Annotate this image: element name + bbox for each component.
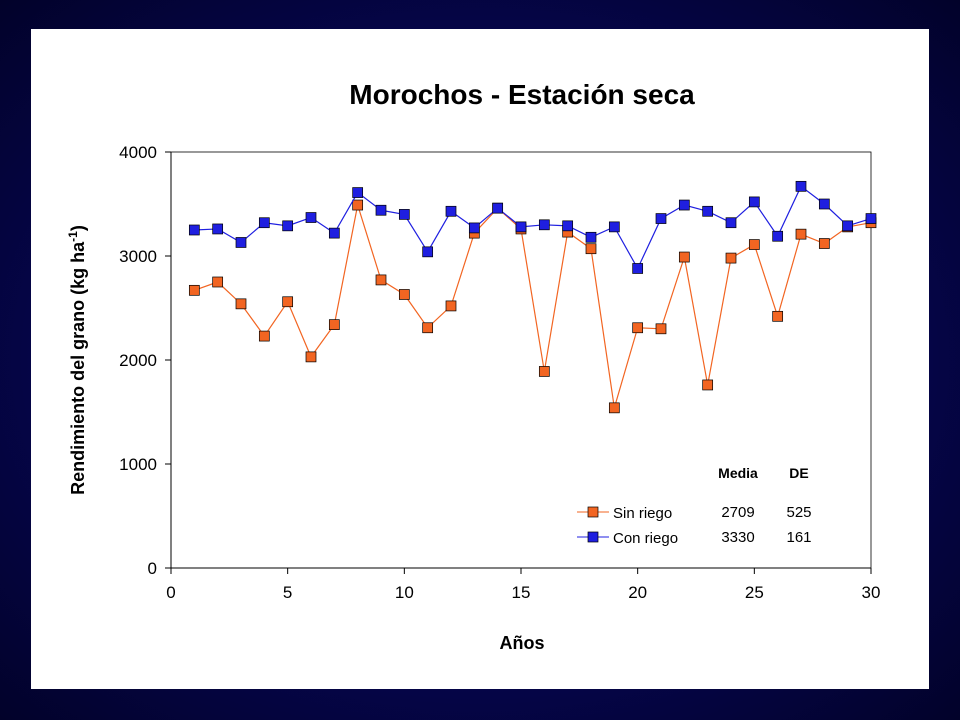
- y-axis-title-suffix: ): [68, 225, 88, 231]
- data-point-con-riego: [328, 227, 340, 239]
- data-point-sin-riego: [655, 323, 667, 335]
- series-line-sin-riego: [194, 204, 872, 409]
- plot-area: [170, 151, 872, 569]
- data-point-sin-riego: [795, 228, 807, 240]
- legend-header-media: Media: [718, 465, 758, 481]
- data-point-con-riego: [212, 223, 224, 235]
- data-point-con-riego: [842, 220, 854, 232]
- y-tick-label: 1000: [119, 455, 157, 474]
- y-axis-title: Rendimiento del grano (kg ha-1): [66, 225, 88, 495]
- legend-marker-sin-riego: [587, 506, 599, 518]
- x-tick-label: 15: [512, 583, 531, 602]
- data-point-con-riego: [585, 231, 597, 243]
- data-point-con-riego: [258, 217, 270, 229]
- data-point-con-riego: [538, 219, 550, 231]
- data-point-sin-riego: [375, 274, 387, 286]
- data-point-con-riego: [678, 199, 690, 211]
- x-axis-title: Años: [500, 633, 545, 653]
- y-ticks: 0 1000 2000 3000 4000: [119, 143, 171, 578]
- data-point-sin-riego: [772, 310, 784, 322]
- data-point-con-riego: [702, 205, 714, 217]
- data-point-sin-riego: [702, 379, 714, 391]
- chart-title: Morochos - Estación seca: [349, 79, 695, 110]
- chart: Morochos - Estación seca 0 1000 2000 3000 40…: [66, 79, 880, 653]
- legend: Media DE Sin riego 2709 525 Con riego 33…: [577, 465, 812, 547]
- y-tick-label: 2000: [119, 351, 157, 370]
- legend-label-con-riego: Con riego: [613, 530, 678, 547]
- data-point-con-riego: [422, 246, 434, 258]
- legend-de-sin-riego: 525: [786, 504, 811, 521]
- data-point-con-riego: [795, 180, 807, 192]
- legend-label-sin-riego: Sin riego: [613, 505, 672, 522]
- data-point-con-riego: [375, 204, 387, 216]
- data-point-sin-riego: [352, 199, 364, 211]
- data-point-con-riego: [492, 202, 504, 214]
- y-tick-label: 0: [148, 559, 157, 578]
- series-layer: [188, 180, 877, 414]
- x-tick-label: 30: [862, 583, 881, 602]
- data-point-sin-riego: [445, 300, 457, 312]
- data-point-sin-riego: [725, 252, 737, 264]
- y-tick-label: 3000: [119, 247, 157, 266]
- data-point-con-riego: [188, 224, 200, 236]
- x-tick-label: 0: [166, 583, 175, 602]
- x-tick-label: 5: [283, 583, 292, 602]
- data-point-con-riego: [748, 196, 760, 208]
- data-point-con-riego: [562, 220, 574, 232]
- data-point-sin-riego: [282, 296, 294, 308]
- data-point-con-riego: [468, 222, 480, 234]
- series-sin-riego: [188, 199, 877, 414]
- x-ticks: 0 5 10 15 20 25 30: [166, 568, 880, 602]
- x-tick-label: 10: [395, 583, 414, 602]
- legend-marker-con-riego: [587, 531, 599, 543]
- data-point-con-riego: [352, 187, 364, 198]
- data-point-con-riego: [305, 212, 317, 223]
- data-point-sin-riego: [235, 298, 247, 310]
- data-point-con-riego: [445, 205, 457, 217]
- data-point-con-riego: [772, 230, 784, 242]
- y-tick-label: 4000: [119, 143, 157, 162]
- data-point-sin-riego: [585, 243, 597, 255]
- data-point-sin-riego: [748, 239, 760, 250]
- data-point-sin-riego: [328, 319, 340, 330]
- data-point-sin-riego: [258, 330, 270, 342]
- data-point-sin-riego: [212, 276, 224, 288]
- legend-de-con-riego: 161: [786, 529, 811, 546]
- data-point-con-riego: [655, 213, 667, 224]
- legend-media-con-riego: 3330: [721, 529, 754, 546]
- data-point-con-riego: [818, 198, 830, 210]
- data-point-sin-riego: [678, 251, 690, 263]
- data-point-con-riego: [235, 237, 247, 248]
- x-tick-label: 20: [628, 583, 647, 602]
- data-point-con-riego: [282, 220, 294, 232]
- legend-header-de: DE: [789, 465, 808, 481]
- data-point-con-riego: [632, 263, 644, 274]
- x-tick-label: 25: [745, 583, 764, 602]
- y-axis-title-superscript: -1: [66, 231, 80, 242]
- data-point-sin-riego: [632, 322, 644, 334]
- data-point-con-riego: [398, 209, 410, 220]
- data-point-sin-riego: [398, 289, 410, 300]
- data-point-sin-riego: [538, 366, 550, 377]
- data-point-con-riego: [865, 213, 877, 224]
- legend-media-sin-riego: 2709: [721, 504, 754, 521]
- data-point-con-riego: [515, 221, 527, 233]
- data-point-con-riego: [608, 221, 620, 233]
- data-point-sin-riego: [422, 322, 434, 334]
- data-point-con-riego: [725, 217, 737, 229]
- data-point-sin-riego: [818, 238, 830, 249]
- slide-canvas: Morochos - Estación seca 0 1000 2000 3000 40…: [31, 29, 929, 689]
- data-point-sin-riego: [188, 284, 200, 296]
- data-point-sin-riego: [608, 402, 620, 414]
- series-con-riego: [188, 180, 877, 274]
- y-axis-title-main: Rendimiento del grano (kg ha: [68, 241, 88, 495]
- data-point-sin-riego: [305, 351, 317, 363]
